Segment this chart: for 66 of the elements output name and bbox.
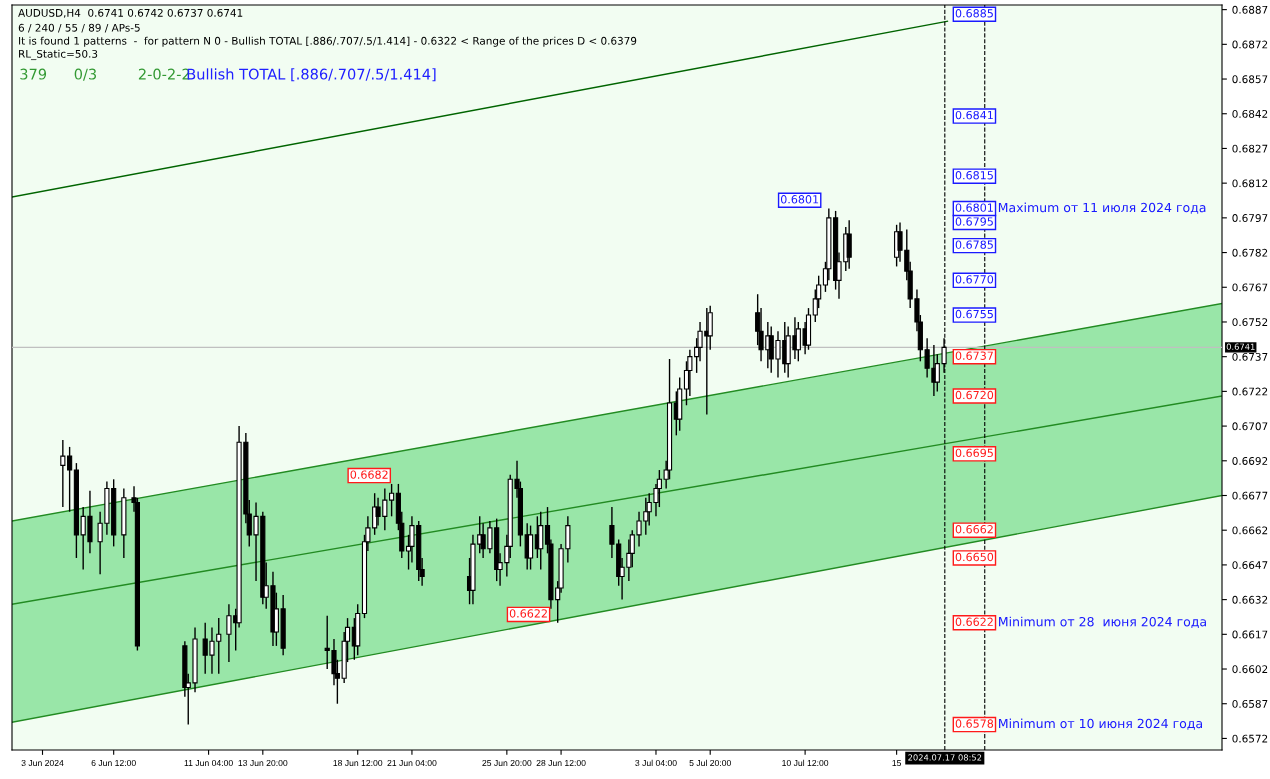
- y-tick-label: 0.6827: [1232, 144, 1268, 153]
- x-tick-label: 3 Jun 2024: [21, 759, 64, 767]
- annotation: 0.6815: [955, 171, 993, 180]
- annotation: 0.6801: [955, 203, 993, 212]
- x-tick-label: 15: [892, 760, 902, 767]
- annotation: Maximum от 11 июля 2024 года: [998, 202, 1206, 214]
- y-tick-label: 0.6587: [1232, 699, 1268, 708]
- y-tick-label: 0.6857: [1232, 75, 1268, 84]
- annotation: 0.6755: [955, 309, 993, 319]
- y-tick-label: 0.6887: [1232, 5, 1268, 14]
- annotation: 0.6801: [780, 195, 819, 204]
- y-tick-label: 0.6812: [1232, 179, 1268, 188]
- x-tick-label: 21 Jun 04:00: [387, 759, 437, 767]
- candlestick: [527, 524, 534, 571]
- y-tick-label: 0.6662: [1232, 526, 1268, 535]
- annotation: 0.6622: [955, 617, 993, 626]
- annotation: 0.6720: [955, 390, 994, 400]
- annotation: 0.6695: [955, 448, 993, 458]
- y-tick-label: 0.6872: [1232, 40, 1268, 49]
- x-tick-label: 13 Jun 20:00: [238, 759, 288, 767]
- y-tick-label: 0.6572: [1232, 734, 1268, 743]
- annotation: 0.6795: [955, 217, 993, 226]
- annotation: 0.6841: [955, 110, 993, 120]
- y-tick-label: 0.6677: [1232, 491, 1268, 500]
- y-tick-label: 0.6782: [1232, 248, 1268, 257]
- annotation: 0.6885: [955, 9, 993, 18]
- annotation: 0.6622: [509, 609, 547, 618]
- y-tick-label: 0.6797: [1232, 214, 1268, 222]
- annotation: It is found 1 patterns - for pattern N 0 - Bullish TOTAL [.886/.707/.5/1.414] - 0.6322 < Range of the prices D < 0.6379: [19, 36, 637, 47]
- y-tick-label: 0.6647: [1232, 561, 1268, 570]
- annotation: 6 / 240 / 55 / 89 / APs-5: [18, 23, 140, 33]
- annotation: 0.6650: [955, 552, 994, 562]
- y-tick-label: 0.6692: [1232, 457, 1268, 465]
- annotation: Minimum от 28 июня 2024 года: [999, 616, 1206, 628]
- x-tick-label: 6 Jun 12:00: [91, 759, 136, 767]
- chart-title: AUDUSD,H4 0.6741 0.6742 0.6737 0.6741: [18, 8, 243, 18]
- annotation: Minimum от 10 июня 2024 года: [999, 718, 1202, 730]
- ref-line-label: 0.6741: [1226, 343, 1255, 350]
- y-tick-label: 0.6707: [1232, 422, 1268, 431]
- annotation: 0.6737: [955, 351, 993, 360]
- annotation: 0.6578: [955, 719, 994, 728]
- x-tick-label: 25 Jun 20:00: [482, 759, 532, 767]
- x-tick-label: 10 Jul 12:00: [782, 759, 829, 767]
- x-tick-label: 11 Jun 04:00: [184, 759, 233, 767]
- y-tick-label: 0.6632: [1232, 595, 1268, 604]
- annotation: 0.6682: [350, 470, 388, 479]
- y-tick-label: 0.6767: [1232, 283, 1268, 292]
- x-tick-label: 28 Jun 12:00: [536, 759, 586, 767]
- y-tick-label: 0.6737: [1232, 352, 1268, 361]
- y-tick-label: 0.6722: [1232, 387, 1268, 396]
- annotation: 379: [20, 68, 47, 80]
- candlestick: [226, 603, 232, 663]
- annotation: 0.6770: [955, 275, 994, 284]
- x-tick-label: 5 Jul 20:00: [689, 759, 731, 767]
- candlestick: [538, 510, 544, 571]
- annotation: 0.6662: [955, 525, 993, 534]
- ref-line-label: 2024.07.17 08:52: [908, 754, 982, 761]
- x-tick-label: 18 Jun 12:00: [333, 759, 383, 767]
- annotation: 0/3: [74, 68, 97, 81]
- y-tick-label: 0.6617: [1232, 630, 1268, 639]
- annotation: RL_Static=50.3: [19, 49, 98, 61]
- annotation: 0.6785: [955, 240, 993, 249]
- x-tick-label: 3 Jul 04:00: [635, 759, 677, 767]
- y-tick-label: 0.6842: [1232, 109, 1268, 118]
- y-tick-label: 0.6602: [1232, 665, 1268, 674]
- y-tick-label: 0.6752: [1232, 318, 1268, 327]
